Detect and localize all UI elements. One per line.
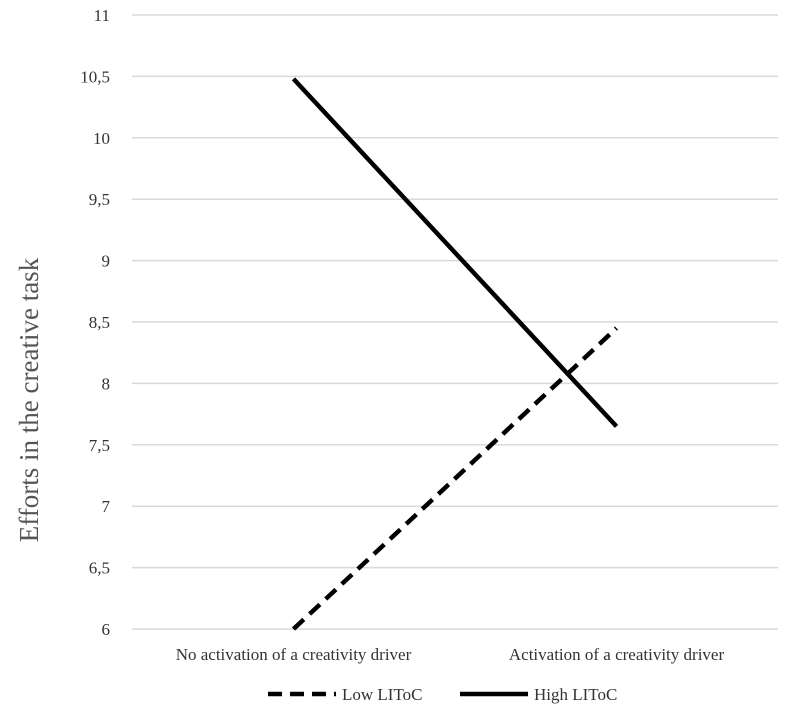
y-tick-label: 8	[102, 374, 111, 393]
series-line-1	[291, 326, 619, 631]
x-tick-label: Activation of a creativity driver	[509, 645, 725, 664]
y-axis-ticks: 6 6,5 7 7,5 8 8,5 9 9,5 10 10,5 11	[80, 6, 110, 639]
y-tick-label: 10,5	[80, 67, 110, 86]
y-tick-label: 6,5	[89, 559, 110, 578]
y-tick-label: 9	[102, 252, 111, 271]
grid-lines	[132, 14, 778, 630]
y-axis-label: Efforts in the creative task	[14, 257, 44, 542]
y-tick-label: 9,5	[89, 190, 110, 209]
y-tick-label: 11	[94, 6, 110, 25]
y-tick-label: 10	[93, 129, 110, 148]
legend: Low LIToC High LIToC	[268, 685, 617, 704]
y-tick-label: 6	[102, 620, 111, 639]
legend-label-2: High LIToC	[534, 685, 617, 704]
y-tick-label: 8,5	[89, 313, 110, 332]
x-tick-label: No activation of a creativity driver	[176, 645, 412, 664]
x-axis-ticks: No activation of a creativity driver Acti…	[176, 645, 725, 664]
series-lines	[291, 77, 619, 631]
y-tick-label: 7,5	[89, 436, 110, 455]
legend-label-1: Low LIToC	[342, 685, 423, 704]
series-line-2	[291, 77, 619, 428]
y-tick-label: 7	[102, 497, 111, 516]
